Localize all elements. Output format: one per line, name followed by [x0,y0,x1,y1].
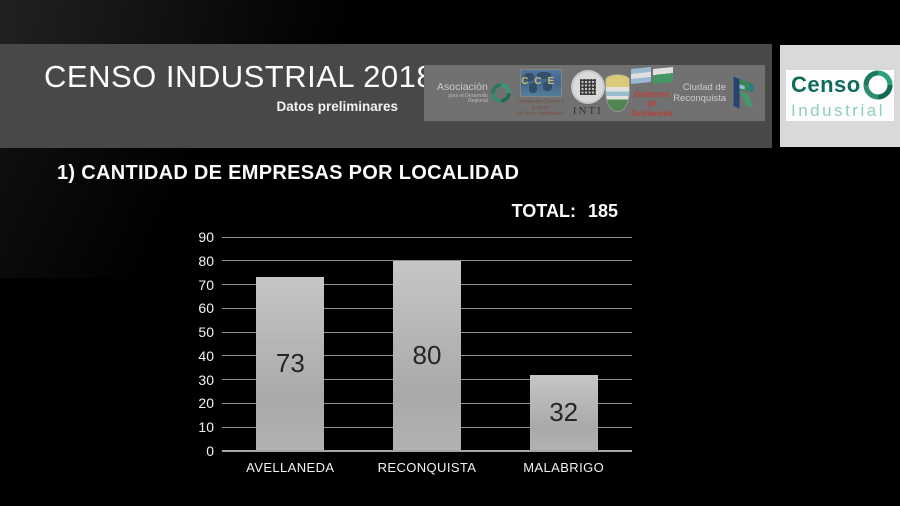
y-tick-label: 0 [206,443,214,459]
reconquista-line1: Ciudad de [682,81,726,93]
top-left-sheen-decoration [0,0,470,44]
slide-subtitle: Datos preliminares [276,99,398,114]
cce-caption-line2: del Norte Santafesino [516,111,565,117]
gridline [222,236,632,238]
green-knot-icon [863,70,893,100]
gobierno-avellaneda-logo: Gobierno de Avellaneda [630,67,673,118]
asociacion-logo-text: Asociación [437,81,488,94]
x-category-label: AVELLANEDA [246,460,335,475]
y-tick-label: 90 [198,229,214,245]
inti-label: INTI [572,104,603,117]
gobierno-avellaneda-line2: Avellaneda [630,108,673,118]
green-knot-icon [491,82,511,104]
x-category-label: MALABRIGO [523,460,605,475]
bar-value-label: 32 [549,396,579,427]
mid-left-sheen-decoration [0,148,280,278]
brand-word-censo: Censo [791,72,861,97]
slide-title: CENSO INDUSTRIAL 2018 [44,59,435,94]
cce-caption-line1: Cámara de Comercio Exterior [516,99,565,111]
total-value: 185 [587,201,618,221]
asociacion-logo-subtext: para el Desarrollo Regional [448,92,488,104]
cce-letters: CCE [521,76,561,87]
y-tick-label: 70 [198,276,214,293]
y-tick-label: 20 [198,395,214,412]
censo-industrial-brand-box: Censo Industrial [780,45,900,147]
asociacion-desarrollo-regional-logo: Asociación para el Desarrollo Regional [433,82,511,104]
ciudad-reconquista-logo: Ciudad de Reconquista [673,74,756,112]
camara-comercio-exterior-logo: CCE Cámara de Comercio Exterior del Nort… [511,69,571,117]
brand-word-industrial: Industrial [791,101,885,120]
y-tick-label: 80 [198,252,214,269]
y-tick-label: 30 [198,371,214,388]
total-annotation: TOTAL: 185 [222,201,618,222]
title-block: CENSO INDUSTRIAL 2018 Datos preliminares [44,58,435,114]
y-tick-label: 40 [198,347,214,364]
total-label: TOTAL: [511,201,576,221]
inti-grid-icon [570,69,605,104]
avellaneda-crest-icon [604,74,631,112]
reconquista-line2: Reconquista [673,93,726,104]
partner-logo-strip: Asociación para el Desarrollo Regional C… [424,65,765,121]
reconquista-r-icon [733,76,755,109]
bar-value-label: 80 [412,339,442,370]
x-axis-line [222,450,632,452]
bar [256,277,325,451]
header-bar: CENSO INDUSTRIAL 2018 Datos preliminares… [0,44,772,148]
censo-industrial-badge: Censo Industrial [786,70,894,121]
y-tick-label: 50 [198,324,214,341]
bar [529,374,598,451]
bar-value-label: 73 [275,348,305,379]
gobierno-avellaneda-line1: Gobierno de [634,90,670,109]
world-map-icon: CCE [519,69,562,97]
flags-icon [630,67,673,90]
y-tick-label: 10 [198,419,214,436]
y-tick-label: 60 [198,300,214,317]
chart-title: 1) CANTIDAD DE EMPRESAS POR LOCALIDAD [57,162,520,184]
bar [393,260,461,451]
inti-logo: INTI [570,69,605,117]
x-category-label: RECONQUISTA [377,460,477,475]
